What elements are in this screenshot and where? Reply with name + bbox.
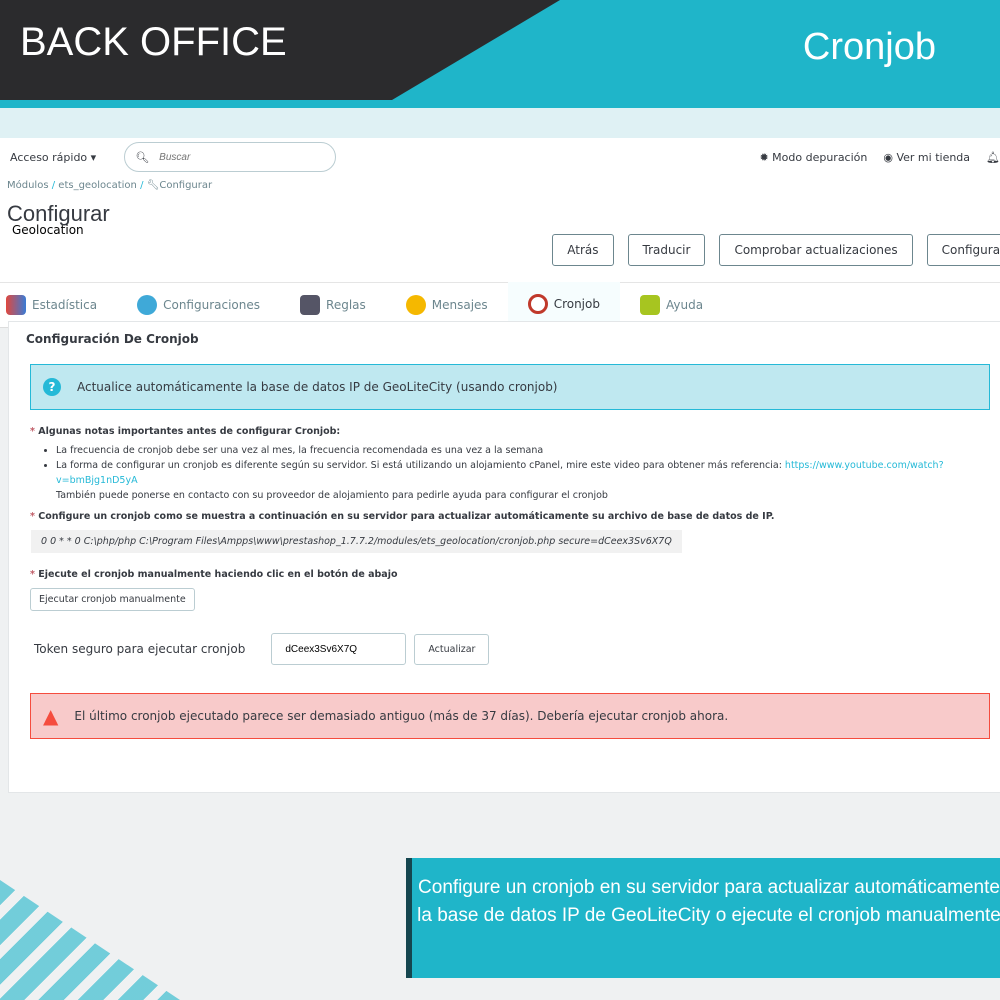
view-store-label: Ver mi tienda [896, 150, 971, 164]
tab-label: Estadística [32, 298, 98, 312]
info-alert: ? Actualice automáticamente la base de d… [30, 364, 990, 410]
info-text: Actualice automáticamente la base de dat… [77, 380, 558, 394]
tab-label: Configuraciones [163, 298, 261, 312]
topbar: Acceso rápido ▾ 🔍︎ ✹ Modo depuración ◉ V… [0, 138, 1000, 176]
note-text: La forma de configurar un cronjob es dif… [56, 460, 785, 471]
notes-title: Algunas notas importantes antes de confi… [38, 426, 341, 437]
page-header: Módulos / ets_geolocation / 🔧︎Configurar… [0, 176, 1000, 328]
debug-mode-link[interactable]: ✹ Modo depuración [759, 151, 867, 164]
cronjob-panel: Configuración De Cronjob ? Actualice aut… [8, 321, 1000, 793]
setup-heading: * Configure un cronjob como se muestra a… [30, 511, 775, 522]
notes-heading: * Algunas notas importantes antes de con… [30, 426, 341, 437]
check-updates-button[interactable]: Comprobar actualizaciones [719, 234, 913, 266]
tab-configuraciones[interactable]: Configuraciones [117, 282, 280, 328]
tab-label: Cronjob [553, 296, 600, 311]
breadcrumb-modules[interactable]: Módulos [7, 180, 49, 191]
setup-title: Configure un cronjob como se muestra a c… [38, 511, 775, 522]
chart-icon [6, 295, 26, 315]
notes-list: La frecuencia de cronjob debe ser una ve… [56, 443, 990, 503]
token-row: Token seguro para ejecutar cronjob Actua… [34, 633, 990, 665]
back-button[interactable]: Atrás [552, 234, 614, 266]
manual-heading: * Ejecute el cronjob manualmente haciend… [30, 569, 398, 580]
gears-icon [137, 295, 158, 315]
view-store-link[interactable]: ◉ Ver mi tienda [883, 151, 970, 164]
breadcrumb-module[interactable]: ets_geolocation [58, 180, 137, 191]
eye-icon: ◉ [883, 150, 893, 164]
cron-command: 0 0 * * 0 C:\php/php C:\Program Files\Am… [31, 530, 682, 553]
tab-reglas[interactable]: Reglas [280, 282, 386, 328]
warning-text: El último cronjob ejecutado parece ser d… [74, 709, 729, 723]
tab-label: Ayuda [665, 298, 704, 312]
search-box: 🔍︎ [124, 142, 337, 172]
bell-icon[interactable]: 🔔︎ [986, 150, 1000, 164]
youtube-link[interactable]: https://www.youtube.com/watch?v=bmBjg1nD… [56, 460, 944, 486]
wrench-icon: 🔧︎ [146, 180, 160, 191]
note-extra: También puede ponerse en contacto con su… [56, 490, 608, 501]
panel-title: Configuración De Cronjob [26, 332, 199, 346]
breadcrumb-current: Configurar [159, 180, 213, 191]
search-icon: 🔍︎ [135, 150, 150, 164]
clock-icon [527, 293, 548, 314]
update-token-button[interactable]: Actualizar [414, 633, 490, 665]
chat-icon [405, 295, 426, 315]
gavel-icon [300, 295, 321, 315]
note-item: La frecuencia de cronjob debe ser una ve… [56, 443, 990, 458]
app: Acceso rápido ▾ 🔍︎ ✹ Modo depuración ◉ V… [0, 138, 1000, 1000]
breadcrumb: Módulos / ets_geolocation / 🔧︎Configurar [7, 180, 213, 191]
question-icon: ? [43, 378, 61, 396]
debug-label: Modo depuración [772, 150, 868, 164]
token-label: Token seguro para ejecutar cronjob [34, 642, 246, 656]
quick-access-dropdown[interactable]: Acceso rápido ▾ [10, 150, 97, 164]
note-item: La forma de configurar un cronjob es dif… [56, 458, 990, 503]
banner-feature: Cronjob [802, 26, 936, 68]
tab-cronjob[interactable]: Cronjob [507, 282, 620, 328]
warning-alert: ▲ El último cronjob ejecutado parece ser… [30, 693, 990, 739]
warning-icon: ▲ [43, 704, 59, 728]
callout-box: Configure un cronjob en su servidor para… [406, 858, 1000, 978]
tab-mensajes[interactable]: Mensajes [386, 282, 508, 328]
tab-estadistica[interactable]: Estadística [0, 282, 117, 328]
tab-label: Reglas [326, 298, 366, 312]
page-subtitle: Geolocation [12, 223, 84, 237]
tab-ayuda[interactable]: Ayuda [620, 282, 723, 328]
tab-label: Mensajes [431, 298, 488, 312]
search-input[interactable] [159, 151, 310, 163]
run-cronjob-button[interactable]: Ejecutar cronjob manualmente [30, 588, 195, 611]
manual-title: Ejecute el cronjob manualmente haciendo … [38, 569, 398, 580]
configure-button[interactable]: Configurar [926, 234, 1000, 266]
banner-title: BACK OFFICE [20, 20, 287, 64]
bug-icon: ✹ [759, 150, 769, 164]
tabs: Estadística Configuraciones Reglas Mensa… [0, 282, 1000, 328]
translate-button[interactable]: Traducir [627, 234, 706, 266]
banner: BACK OFFICE Cronjob [0, 0, 1000, 108]
help-icon [639, 295, 660, 315]
token-input[interactable] [271, 633, 407, 665]
page-title: Configurar [7, 201, 110, 226]
